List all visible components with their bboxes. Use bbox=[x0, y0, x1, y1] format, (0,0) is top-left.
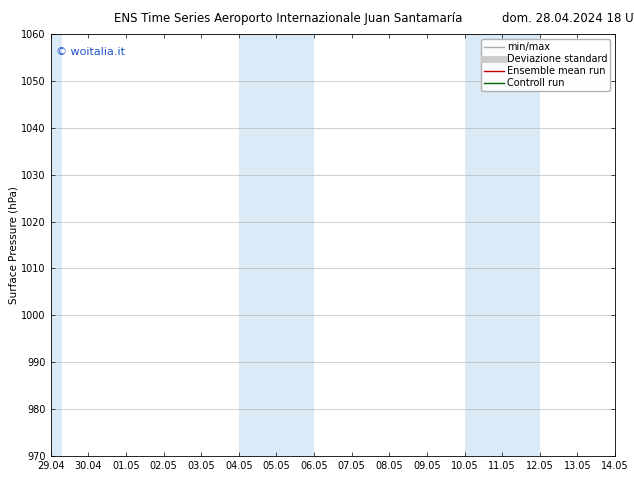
Legend: min/max, Deviazione standard, Ensemble mean run, Controll run: min/max, Deviazione standard, Ensemble m… bbox=[481, 39, 610, 91]
Text: ENS Time Series Aeroporto Internazionale Juan Santamaría: ENS Time Series Aeroporto Internazionale… bbox=[113, 12, 462, 25]
Text: dom. 28.04.2024 18 UTC: dom. 28.04.2024 18 UTC bbox=[502, 12, 634, 25]
Y-axis label: Surface Pressure (hPa): Surface Pressure (hPa) bbox=[8, 186, 18, 304]
Bar bbox=[239, 34, 314, 456]
Bar bbox=[465, 34, 540, 456]
Text: © woitalia.it: © woitalia.it bbox=[56, 47, 126, 57]
Bar bbox=[51, 34, 62, 456]
